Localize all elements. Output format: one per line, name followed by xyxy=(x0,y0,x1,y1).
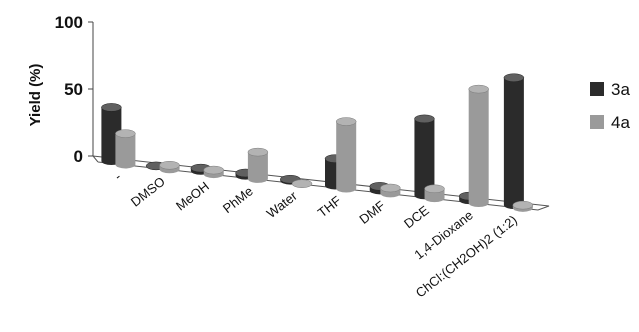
legend-label: 4a xyxy=(611,113,630,132)
bar-4a-PhMe xyxy=(248,148,268,183)
bar-top xyxy=(414,115,434,123)
bar-top xyxy=(160,161,180,169)
bar-top xyxy=(115,130,135,138)
bar-4a-- xyxy=(115,130,135,169)
category-label: PhMe xyxy=(220,183,256,216)
bar-top xyxy=(513,201,533,209)
bar-top xyxy=(469,85,489,93)
category-label: Water xyxy=(264,188,301,221)
bar-4a-Water xyxy=(292,180,312,188)
bar-4a-DCE xyxy=(425,185,445,202)
bar-3a-ChCl:(CH2OH)2 (1:2) xyxy=(504,74,524,209)
bar-4a-THF xyxy=(336,118,356,193)
bar-body xyxy=(248,152,268,183)
bar-4a-1,4-Dioxane xyxy=(469,85,489,207)
bar-4a-DMF xyxy=(380,184,400,197)
bars xyxy=(101,74,532,212)
bar-body xyxy=(504,78,524,209)
bar-top xyxy=(248,148,268,156)
category-label: DMSO xyxy=(128,174,168,210)
bar-4a-MeOH xyxy=(204,166,224,178)
legend-label: 3a xyxy=(611,80,630,99)
category-label: DMF xyxy=(356,198,387,227)
category-label: - xyxy=(111,169,124,183)
y-tick-label: 50 xyxy=(64,80,83,99)
y-axis-title: Yield (%) xyxy=(27,64,44,127)
category-label: MeOH xyxy=(173,179,212,214)
bar-4a-DMSO xyxy=(160,161,180,173)
legend-swatch xyxy=(590,82,604,96)
bar-top xyxy=(380,184,400,192)
bar-top xyxy=(425,185,445,193)
legend-swatch xyxy=(590,115,604,129)
bar-body xyxy=(469,89,489,207)
bar-top xyxy=(204,166,224,174)
bar-body xyxy=(115,134,135,169)
category-label: DCE xyxy=(401,202,432,231)
category-label: THF xyxy=(315,193,344,220)
y-tick-label: 0 xyxy=(74,147,83,166)
bar-body xyxy=(336,122,356,193)
bar-top xyxy=(336,118,356,126)
bar-top xyxy=(292,180,312,188)
legend: 3a 4a xyxy=(590,80,630,132)
bar-top xyxy=(101,103,121,111)
y-tick-label: 100 xyxy=(55,13,83,32)
bar-4a-ChCl:(CH2OH)2 (1:2) xyxy=(513,201,533,212)
bar-top xyxy=(504,74,524,82)
